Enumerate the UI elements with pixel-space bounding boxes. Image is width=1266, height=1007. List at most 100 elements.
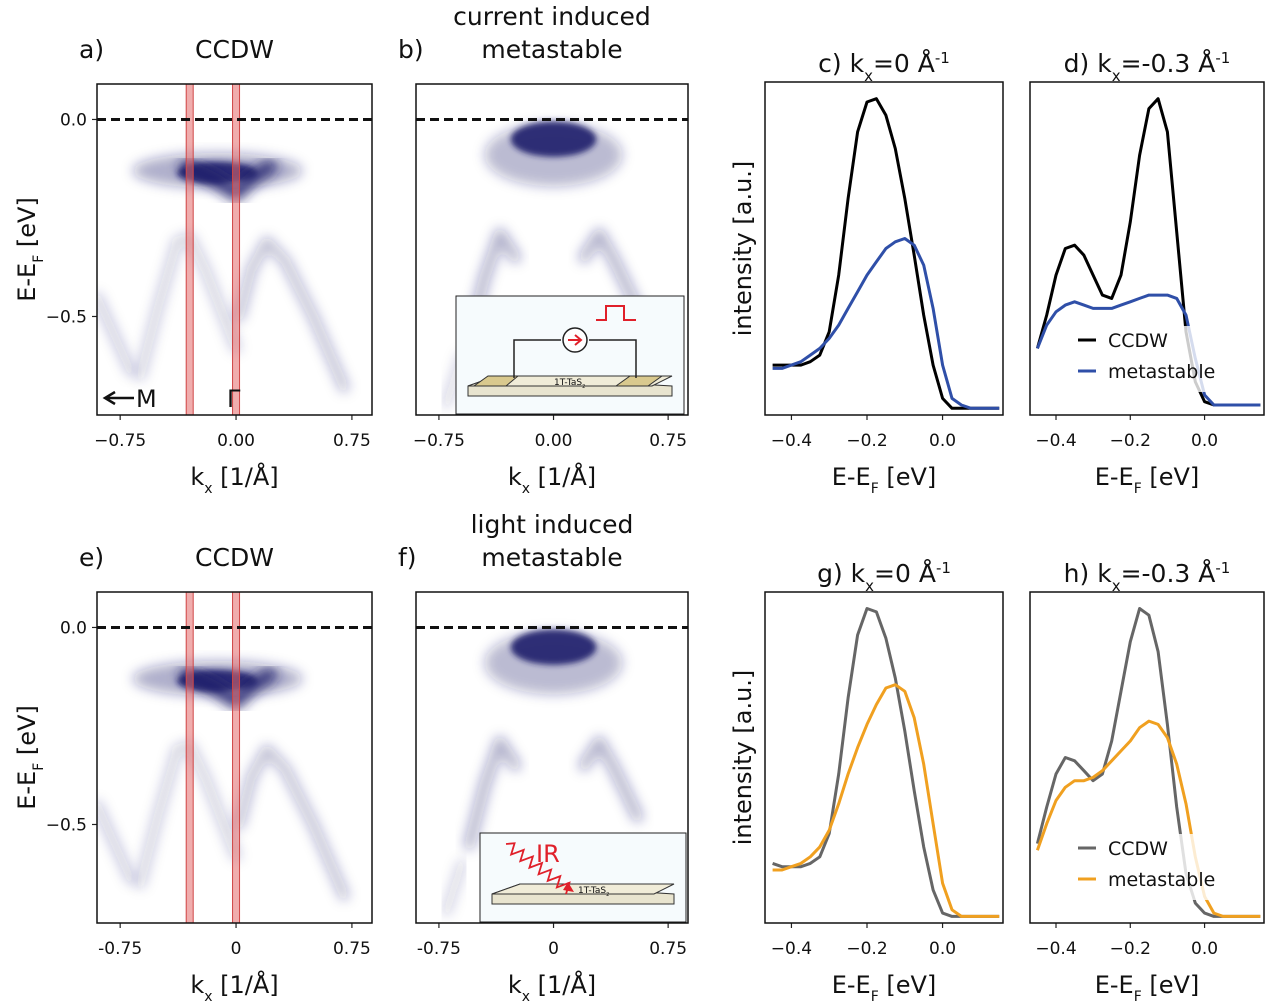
x-axis-label: kx [1/Å] (190, 970, 278, 1005)
cut-marker (185, 84, 194, 415)
ir-beam (505, 842, 571, 895)
panel-title: metastable (481, 35, 622, 64)
x-tick-label: −0.2 (846, 431, 887, 451)
contact-pad (614, 375, 664, 387)
y-axis-label: intensity [a.u.] (729, 670, 757, 846)
x-tick-label: 0 (548, 939, 559, 959)
panel-title: h) kx=-0.3 Å-1 (1064, 559, 1231, 595)
y-tick-label: 0.0 (60, 618, 87, 638)
plot-area (1035, 607, 1261, 918)
y-tick-label: −0.5 (46, 815, 87, 835)
x-tick-label: 0.00 (217, 431, 255, 451)
x-tick-label: −0.4 (771, 939, 812, 959)
plot-area (772, 97, 1000, 410)
intensity-curve (772, 97, 1000, 410)
legend-label: CCDW (1108, 838, 1168, 860)
sample-top (491, 883, 675, 895)
x-tick-label: 0.0 (1191, 431, 1218, 451)
x-tick-label: 0.75 (333, 939, 371, 959)
intensity-curve (1036, 293, 1261, 407)
band-intensity (97, 800, 136, 885)
panel-title: g) kx=0 Å-1 (817, 559, 951, 595)
annotation-arrow (102, 390, 134, 406)
panel-title: d) kx=-0.3 Å-1 (1064, 49, 1231, 85)
panel-label: e) (79, 543, 104, 572)
panel: -0.75 0 0.75 kx [1/Å] 1T-TaS2 IR f) light induc… (398, 510, 689, 1005)
inset-sample-label: 1T-TaS2 (578, 886, 609, 898)
band-intensity (510, 121, 597, 157)
panel-title: metastable (481, 543, 622, 572)
voltage-pulse (596, 305, 636, 321)
x-axis-label: kx [1/Å] (190, 462, 278, 497)
x-tick-label: −0.4 (1035, 939, 1076, 959)
axes-frame (1029, 81, 1265, 416)
intensity-curve (772, 683, 1000, 918)
x-tick-label: 0.00 (535, 431, 573, 451)
panel-title: CCDW (195, 543, 274, 572)
panel: −0.4 −0.2 0.0 E-EF [eV] c) kx=0 Å-1 intensity… (729, 49, 1004, 497)
legend-label: CCDW (1108, 330, 1168, 352)
x-tick-label: −0.2 (846, 939, 887, 959)
x-tick-label: −0.2 (1110, 939, 1151, 959)
axes-frame (96, 83, 373, 416)
annotation: Γ (227, 385, 241, 413)
axes-frame (764, 591, 1004, 924)
x-tick-label: −0.75 (94, 431, 146, 451)
cut-marker (232, 84, 241, 415)
inset-sample-label: 1T-TaS2 (554, 378, 585, 390)
axes-frame (1029, 591, 1265, 924)
band-intensity (234, 236, 350, 393)
cut-marker (232, 592, 241, 923)
y-axis-label: E-EF [eV] (13, 705, 47, 810)
legend-label: metastable (1108, 869, 1215, 891)
panel-label: f) (398, 543, 417, 572)
plot-area (1035, 97, 1261, 407)
y-axis-label: E-EF [eV] (13, 197, 47, 302)
band-intensity (578, 736, 644, 823)
band-intensity (97, 292, 136, 377)
legend-box (1064, 834, 1224, 900)
cut-marker (185, 592, 194, 923)
panel: −0.4 −0.2 0.0 E-EF [eV] g) kx=0 Å-1 intensity… (729, 559, 1004, 1005)
legend-box (1064, 326, 1224, 392)
x-tick-label: −0.4 (1035, 431, 1076, 451)
inset-frame (479, 832, 687, 923)
plot-area (772, 607, 1000, 918)
panel-title: light induced (471, 510, 634, 539)
x-tick-label: 0.75 (649, 939, 687, 959)
x-tick-label: 0.75 (333, 431, 371, 451)
panel: -0.75 0 0.75 0.0 −0.5 kx [1/Å] e) CCDW E-EF [eV] (13, 543, 373, 1005)
x-tick-label: 0.0 (1191, 939, 1218, 959)
ir-arrowhead (563, 882, 574, 892)
annotation: M (136, 385, 157, 413)
x-tick-label: 0.0 (929, 939, 956, 959)
circuit-wire (513, 339, 561, 378)
axes-frame (96, 591, 373, 924)
panel-title: c) kx=0 Å-1 (818, 49, 950, 85)
intensity-curve (772, 607, 1000, 918)
x-axis-label: E-EF [eV] (1095, 463, 1200, 497)
panel-label: a) (79, 35, 104, 64)
y-tick-label: 0.0 (60, 110, 87, 130)
intensity-curve (1035, 719, 1261, 918)
circuit-wire (589, 339, 637, 378)
band-intensity (463, 736, 521, 850)
band-intensity (442, 859, 467, 916)
intensity-curve (772, 237, 1000, 410)
x-tick-label: 0 (231, 939, 242, 959)
x-tick-label: 0.0 (929, 431, 956, 451)
band-intensity (234, 744, 350, 901)
x-axis-label: kx [1/Å] (508, 970, 596, 1005)
current-arrow (568, 334, 583, 346)
panel-title: CCDW (195, 35, 274, 64)
plot-area (416, 117, 688, 408)
band-intensity (510, 629, 597, 665)
y-tick-label: −0.5 (46, 307, 87, 327)
panel: −0.75 0.00 0.75 kx [1/Å] 1T-TaS2 b) current in… (398, 2, 689, 497)
inset-ir-label: IR (536, 840, 560, 868)
x-axis-label: kx [1/Å] (508, 462, 596, 497)
legend-label: metastable (1108, 361, 1215, 383)
panel-title: current induced (453, 2, 651, 31)
